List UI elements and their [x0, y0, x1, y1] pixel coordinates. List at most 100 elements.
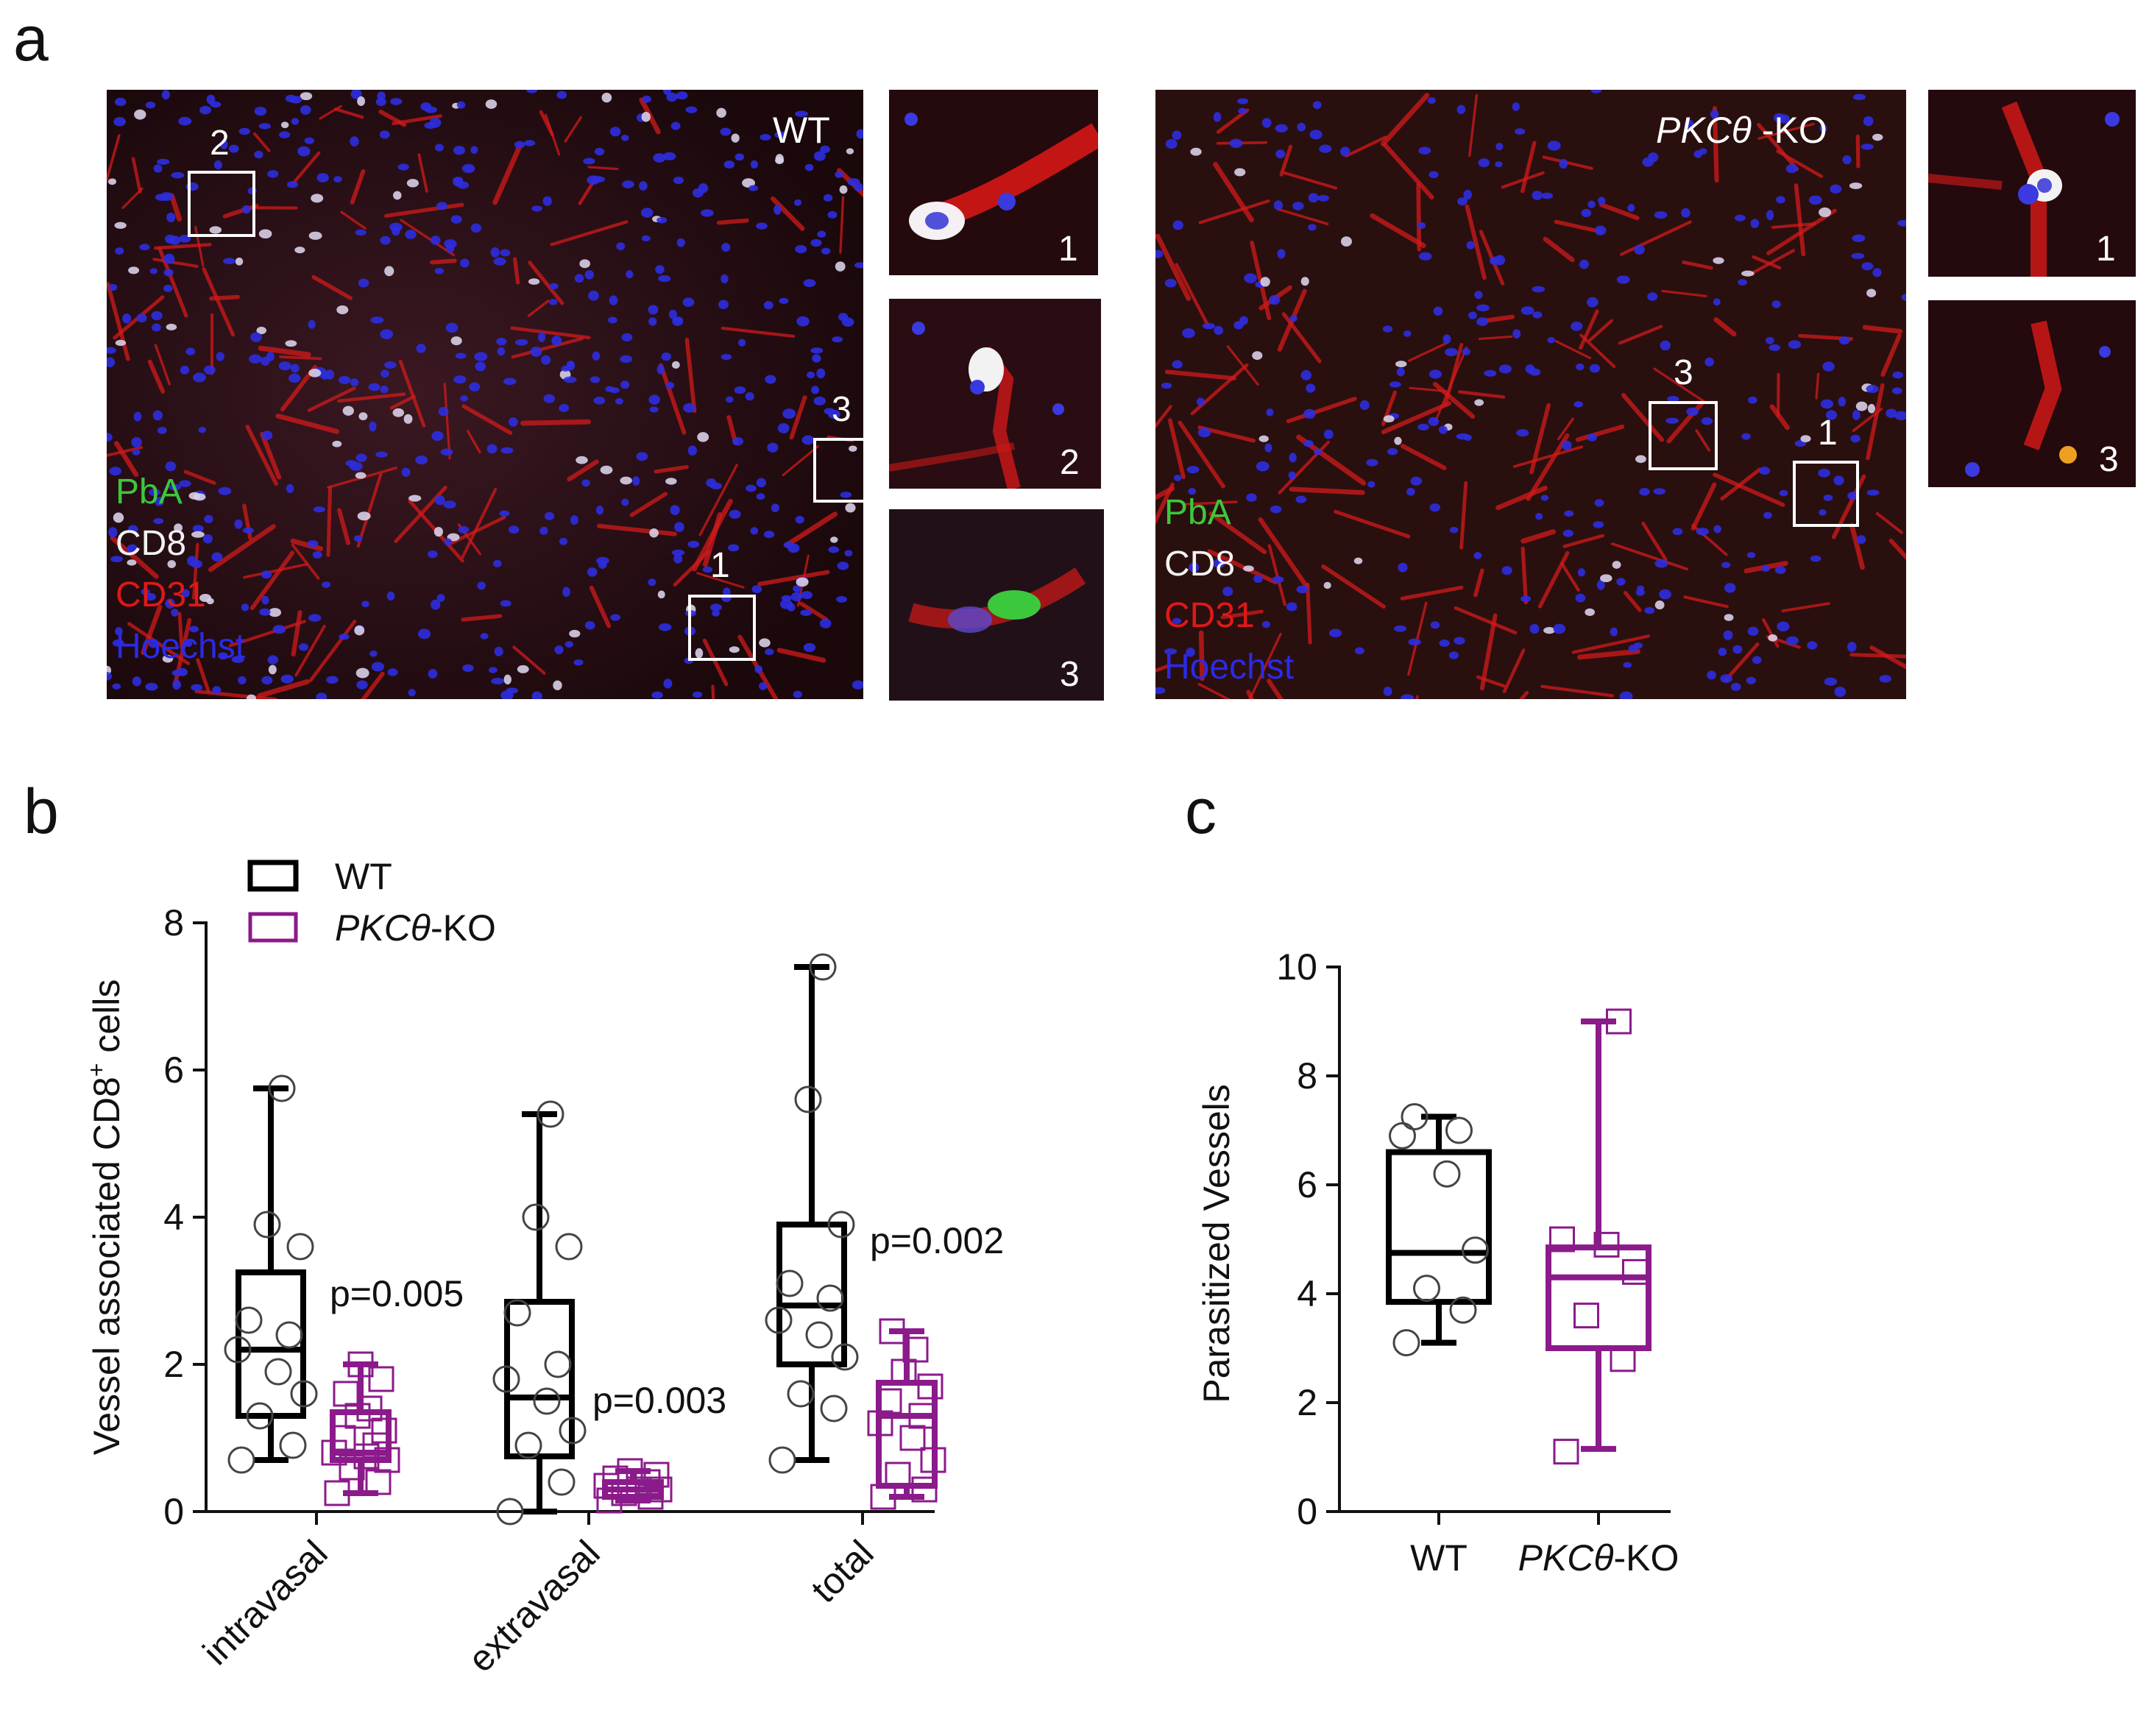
vessel-mark: [1344, 135, 1387, 158]
nucleus-mark: [163, 284, 173, 292]
nucleus-mark: [163, 269, 174, 277]
nucleus-mark: [846, 148, 854, 155]
data-point: [602, 1465, 629, 1492]
vessel-mark: [1752, 255, 1782, 270]
nucleus-mark: [443, 500, 456, 509]
nucleus-mark: [1438, 425, 1448, 434]
data-point: [1413, 1275, 1440, 1303]
nucleus-mark: [601, 92, 612, 103]
legend-hoechst: Hoechst: [1164, 648, 1294, 687]
nucleus-mark: [609, 127, 621, 137]
nucleus-mark: [128, 266, 140, 274]
nucleus-mark: [1822, 361, 1835, 372]
vessel-mark: [1862, 325, 1903, 334]
nucleus-mark: [840, 492, 852, 498]
nucleus-mark: [370, 316, 384, 324]
nucleus-mark: [1501, 566, 1512, 575]
nucleus-mark: [592, 351, 601, 361]
nucleus-mark: [712, 609, 720, 617]
nucleus-mark: [1616, 578, 1626, 586]
nucleus-mark: [668, 309, 677, 319]
wt-micrograph-canvas: 2 3 1 WT PbA CD8 CD31 Hoechst: [107, 90, 863, 699]
vessel-mark: [1454, 606, 1518, 635]
vessel-mark: [1408, 341, 1448, 362]
nucleus-mark: [665, 478, 677, 485]
legend-swatch-ko: [248, 912, 298, 943]
y-tick-label: 2: [163, 1344, 184, 1385]
nucleus-mark: [357, 96, 366, 107]
nucleus-mark: [475, 361, 486, 372]
data-point: [911, 1476, 938, 1503]
nucleus-mark: [203, 365, 216, 375]
nucleus-mark: [358, 278, 369, 288]
y-tick-label: 4: [1297, 1273, 1317, 1314]
vessel-mark: [1599, 202, 1640, 221]
vessel-mark: [1540, 684, 1614, 698]
vessel-mark: [308, 620, 357, 682]
nucleus-mark: [1838, 336, 1850, 345]
nucleus-mark: [108, 283, 118, 291]
nucleus-mark: [653, 153, 666, 163]
data-point: [908, 1403, 935, 1429]
vessel-mark: [1208, 511, 1267, 555]
nucleus-mark: [254, 106, 267, 116]
nucleus-mark: [656, 364, 665, 375]
vessel-mark: [629, 492, 668, 517]
nucleus-mark: [1721, 561, 1731, 568]
nucleus-mark: [616, 242, 626, 250]
data-point: [1401, 1103, 1428, 1130]
nucleus-mark: [192, 525, 204, 533]
nucleus-mark: [528, 278, 540, 285]
vessel-mark: [383, 202, 464, 218]
nucleus-mark: [773, 205, 782, 215]
nucleus-mark: [1693, 150, 1702, 158]
nucleus-mark: [1498, 364, 1512, 374]
vessel-mark: [152, 258, 199, 268]
nucleus-mark: [1612, 561, 1621, 569]
nucleus-mark: [1289, 315, 1297, 322]
nucleus-mark: [285, 94, 297, 103]
vessel-mark: [466, 430, 481, 454]
nucleus-mark: [1768, 634, 1778, 642]
data-point: [1606, 1008, 1632, 1035]
nucleus-mark: [648, 317, 657, 326]
vessel-mark: [1457, 390, 1506, 399]
vessel-mark: [1220, 609, 1264, 620]
nucleus-mark: [1445, 347, 1458, 357]
nucleus-mark: [480, 633, 489, 640]
nucleus-mark: [590, 376, 601, 383]
nucleus-mark: [1312, 101, 1322, 110]
nucleus-mark: [136, 313, 147, 323]
nucleus-mark: [702, 566, 713, 573]
nucleus-mark: [435, 144, 444, 152]
vessel-mark: [147, 359, 166, 394]
nucleus-mark: [304, 137, 315, 144]
nucleus-mark: [1747, 626, 1759, 636]
vessel-mark: [1248, 632, 1282, 699]
vessel-mark: [334, 107, 364, 119]
chart-vessel-associated-cd8: 0 2 4 6 8 intravasal extravasal total p=0.005 p=0…: [83, 856, 1004, 1680]
vessel-mark: [1432, 381, 1476, 419]
nucleus-mark: [1323, 429, 1334, 439]
vessel-mark: [1766, 208, 1837, 255]
nucleus-mark: [1707, 670, 1716, 680]
nucleus-mark: [250, 332, 262, 342]
vessel-mark: [461, 404, 513, 435]
nucleus-mark: [1454, 637, 1465, 645]
nucleus-mark: [474, 352, 488, 361]
nucleus-mark: [313, 506, 325, 513]
nucleus-mark: [1297, 122, 1306, 132]
nucleus-mark: [1367, 481, 1376, 488]
nucleus-mark: [837, 561, 849, 570]
nucleus-mark: [199, 105, 212, 115]
vessel-mark: [1781, 602, 1830, 612]
nucleus-mark: [132, 676, 141, 687]
vessel-mark: [1267, 544, 1286, 606]
nucleus-mark: [1495, 142, 1504, 151]
nucleus-mark: [145, 682, 158, 691]
nucleus-mark: [723, 160, 735, 169]
nucleus-mark: [445, 322, 459, 333]
nucleus-mark: [1738, 279, 1748, 286]
nucleus-mark: [820, 145, 830, 154]
vessel-mark: [1512, 445, 1583, 468]
